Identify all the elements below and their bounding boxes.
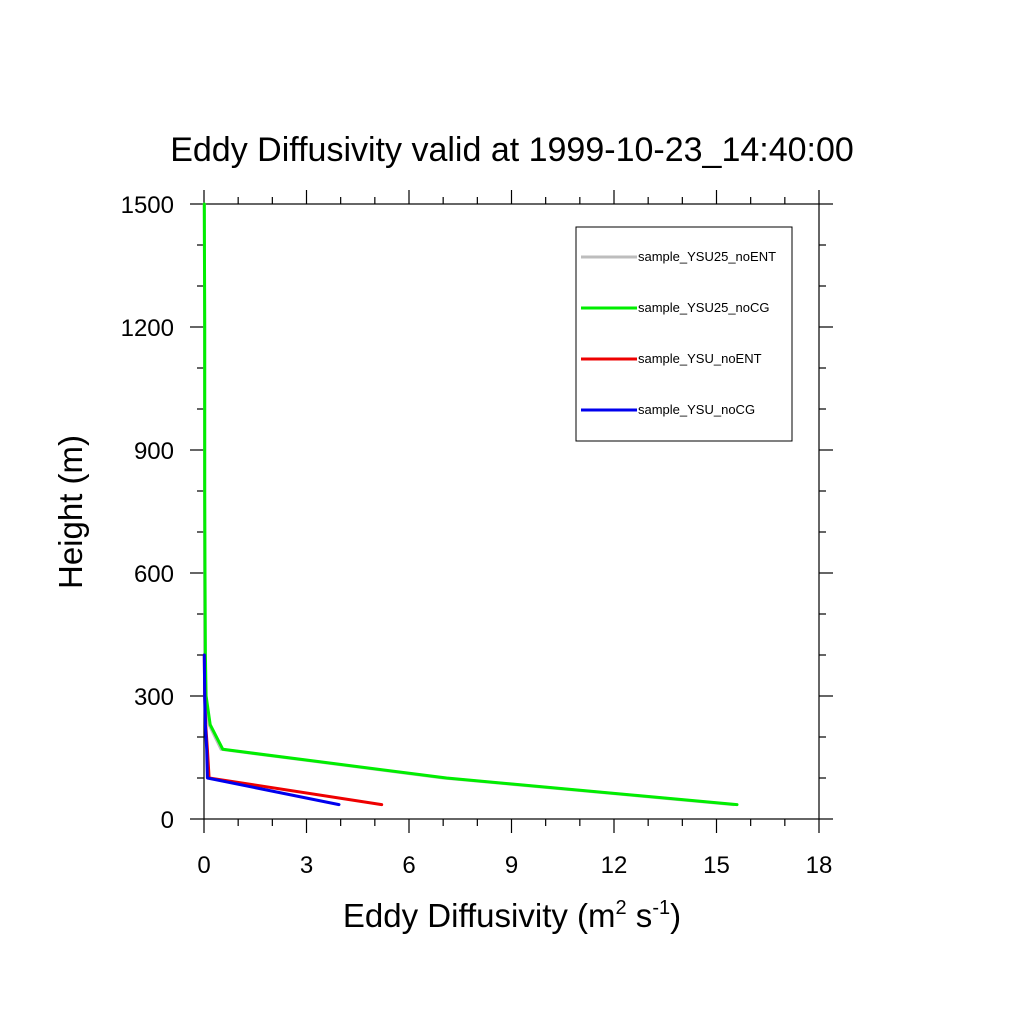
x-axis-label-end: ): [670, 897, 681, 934]
x-tick-label: 6: [402, 852, 415, 879]
x-axis-label: Eddy Diffusivity (m2 s-1): [343, 897, 681, 934]
x-tick-label: 18: [806, 852, 833, 879]
legend: sample_YSU25_noENT sample_YSU25_noCGsampl…: [575, 226, 793, 442]
y-axis-label: Height (m): [52, 435, 89, 589]
legend-box: [575, 226, 793, 442]
legend-label: sample_YSU_noCG: [638, 402, 755, 417]
x-tick-label: 12: [601, 852, 628, 879]
chart-title: Eddy Diffusivity valid at 1999-10-23_14:…: [170, 131, 854, 169]
x-axis-label-main: Eddy Diffusivity (m: [343, 897, 616, 934]
y-tick-label: 1500: [121, 192, 174, 219]
y-tick-label: 900: [134, 438, 174, 465]
y-tick-label: 600: [134, 561, 174, 588]
x-tick-label: 15: [703, 852, 730, 879]
x-tick-label: 9: [505, 852, 518, 879]
legend-label: sample_YSU_noENT: [638, 351, 762, 366]
y-tick-label: 300: [134, 684, 174, 711]
legend-items: sample_YSU25_noENT sample_YSU25_noCGsampl…: [581, 249, 776, 417]
axis-ticks: [190, 190, 833, 833]
series-lines: [202, 202, 739, 807]
series-line-sample_YSU_noCG: [202, 653, 341, 807]
x-axis-label-sup1: 2: [616, 897, 627, 919]
x-axis-label-mid: s: [627, 897, 653, 934]
x-tick-label: 0: [197, 852, 210, 879]
x-tick-label: 3: [300, 852, 313, 879]
legend-label: sample_YSU25_noCG: [638, 300, 770, 315]
y-tick-label: 0: [161, 807, 174, 834]
axis-tick-labels: 0 3 6 9 12 15 18 0 300 600 900 1200 1500: [121, 192, 833, 879]
legend-label: sample_YSU25_noENT: [638, 249, 776, 264]
x-axis-label-sup2: -1: [652, 897, 670, 919]
y-tick-label: 1200: [121, 315, 174, 342]
